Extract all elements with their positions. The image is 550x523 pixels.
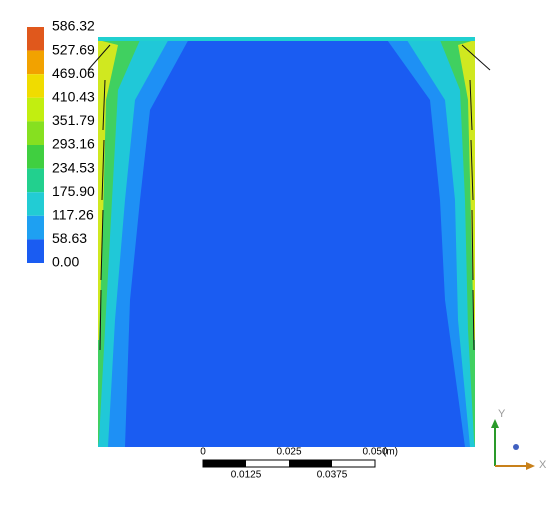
color-band bbox=[27, 239, 44, 263]
colorbar-label: 117.26 bbox=[52, 207, 94, 223]
color-band bbox=[27, 168, 44, 193]
colorbar-label: 351.79 bbox=[52, 112, 95, 128]
colorbar-label: 234.53 bbox=[52, 159, 95, 175]
colorbar: 586.32 527.69 469.06 410.43 351.79 293.16 234.… bbox=[27, 18, 95, 270]
scale-bar: 0 0.025 0.050 (m) 0.0125 0.0375 bbox=[200, 447, 398, 481]
color-band bbox=[27, 215, 44, 240]
axis-label: Y bbox=[498, 408, 506, 420]
colorbar-label: 175.90 bbox=[52, 183, 95, 199]
colorbar-label: 586.32 bbox=[52, 18, 95, 34]
scale-label: 0.0125 bbox=[231, 470, 262, 481]
colorbar-label: 293.16 bbox=[52, 136, 95, 152]
scale-label: 0.050 bbox=[362, 447, 387, 458]
band bbox=[440, 37, 475, 447]
color-band bbox=[27, 27, 44, 51]
band bbox=[458, 40, 475, 340]
band bbox=[98, 37, 170, 447]
colorbar-label: 410.43 bbox=[52, 89, 95, 105]
band bbox=[98, 37, 475, 41]
scale-label: 0.025 bbox=[276, 447, 301, 458]
color-band bbox=[27, 74, 44, 98]
scale-unit: (m) bbox=[383, 447, 398, 458]
vectors bbox=[87, 44, 491, 351]
colorbar-label: 58.63 bbox=[52, 230, 87, 246]
scale-label: 0 bbox=[200, 447, 206, 458]
color-band bbox=[27, 121, 44, 145]
scale-label: 0.0375 bbox=[317, 470, 348, 481]
colorbar-label: 469.06 bbox=[52, 65, 95, 81]
field bbox=[98, 37, 475, 447]
axis-triad: Y X bbox=[491, 408, 547, 471]
color-band bbox=[27, 50, 44, 75]
colorbar-label: 0.00 bbox=[52, 254, 79, 270]
colorbar-label: 527.69 bbox=[52, 41, 95, 57]
band bbox=[98, 40, 118, 340]
color-band bbox=[27, 97, 44, 122]
color-band bbox=[27, 192, 44, 216]
band bbox=[405, 37, 475, 447]
axis-label: X bbox=[539, 459, 547, 471]
band bbox=[98, 37, 140, 447]
contour-plot bbox=[87, 37, 491, 447]
color-band bbox=[27, 145, 44, 169]
